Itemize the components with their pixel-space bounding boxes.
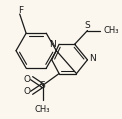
Text: O: O [24,87,30,96]
Text: S: S [40,81,46,90]
Text: N: N [89,54,95,62]
Text: F: F [18,6,23,15]
Text: S: S [85,21,90,30]
Text: N: N [49,40,56,49]
Text: CH₃: CH₃ [104,26,119,35]
Text: O: O [24,75,30,84]
Text: CH₃: CH₃ [35,105,50,114]
